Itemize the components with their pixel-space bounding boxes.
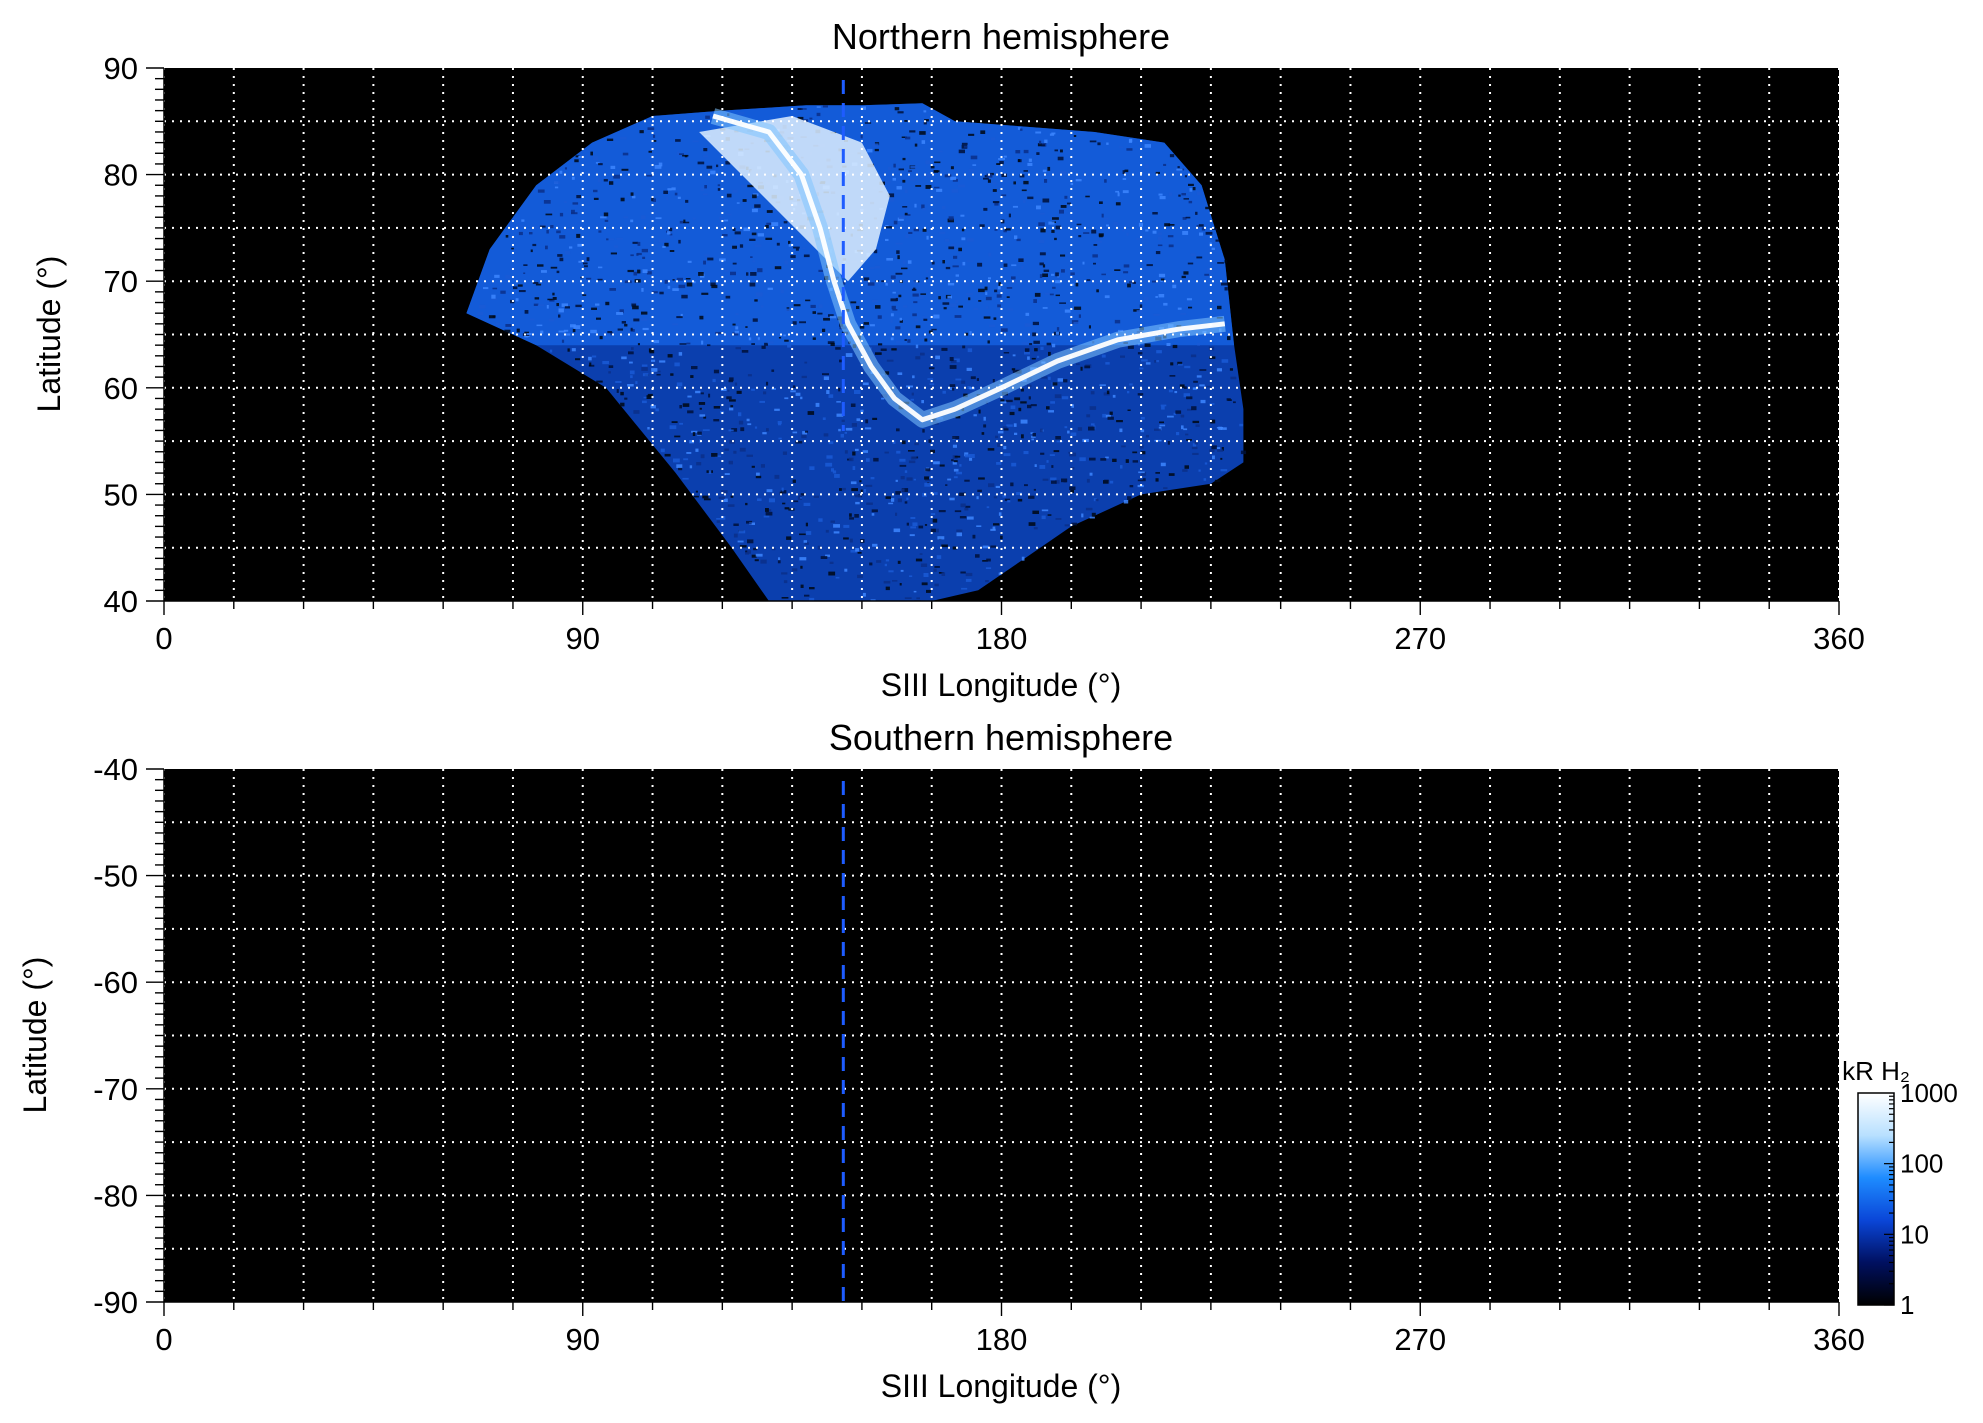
south-y-axis: -40 -50 -60 -70 -80 -90 [93,752,165,1320]
colorbar-label: kR H₂ [1842,1056,1910,1086]
x-tick-label: 360 [1813,1322,1865,1357]
x-tick-label: 180 [976,621,1028,656]
x-tick-label: 0 [155,1322,172,1357]
y-tick-label: 40 [104,584,138,619]
colorbar-ticks: 1 10 100 1000 [1884,1078,1958,1320]
north-x-label: SIII Longitude (°) [881,667,1121,703]
y-tick-label: -70 [93,1072,138,1107]
x-tick-label: 90 [566,1322,600,1357]
x-tick-label: 270 [1394,1322,1446,1357]
north-y-axis: 40 50 60 70 80 90 [104,51,165,619]
colorbar-tick-label: 1 [1900,1290,1914,1320]
y-tick-label: -60 [93,965,138,1000]
y-tick-label: 70 [104,264,138,299]
north-x-axis: 0 90 180 270 360 [155,600,1865,656]
south-grid [163,769,1840,1302]
y-tick-label: -90 [93,1285,138,1320]
south-x-axis: 0 90 180 270 360 [155,1301,1865,1357]
y-tick-label: 60 [104,371,138,406]
south-plot-background [164,769,1839,1302]
colorbar-tick-label: 10 [1900,1219,1929,1249]
y-tick-label: -40 [93,752,138,787]
colorbar-tick-label: 1000 [1900,1078,1958,1108]
colorbar: 1 10 100 1000 kR H₂ [1842,1056,1958,1320]
y-tick-label: -50 [93,859,138,894]
x-tick-label: 0 [155,621,172,656]
emission-speckle [477,105,1247,601]
x-tick-label: 180 [976,1322,1028,1357]
main-oval [712,113,1226,423]
south-title: Southern hemisphere [829,717,1173,758]
north-title: Northern hemisphere [832,16,1170,57]
north-grid [163,68,1840,601]
north-y-label: Latitude (°) [31,256,67,413]
y-tick-label: -80 [93,1178,138,1213]
y-tick-label: 50 [104,477,138,512]
y-tick-label: 90 [104,51,138,86]
colorbar-tick-label: 100 [1900,1149,1943,1179]
south-y-label: Latitude (°) [17,957,53,1114]
x-tick-label: 90 [566,621,600,656]
x-tick-label: 270 [1394,621,1446,656]
south-panel: -40 -50 -60 -70 -80 -90 0 90 180 270 360 Southern… [17,717,1865,1404]
colorbar-gradient [1857,1092,1895,1306]
x-tick-label: 360 [1813,621,1865,656]
y-tick-label: 80 [104,158,138,193]
north-panel: 40 50 60 70 80 90 0 90 180 270 360 Northern hemis… [31,16,1865,703]
south-x-label: SIII Longitude (°) [881,1368,1121,1404]
